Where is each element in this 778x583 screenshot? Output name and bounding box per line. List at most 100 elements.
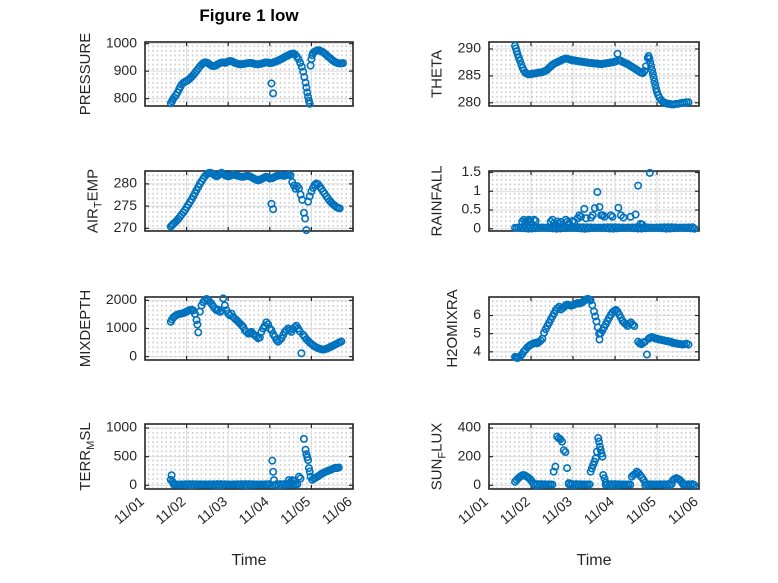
y-tick-label: 4 xyxy=(473,343,481,359)
data-point xyxy=(648,69,657,78)
y-tick-label: 280 xyxy=(114,175,138,191)
data-point xyxy=(594,434,603,443)
y-tick-label: 285 xyxy=(458,67,482,83)
x-tick-label: 11/04 xyxy=(235,493,271,527)
data-point xyxy=(590,307,599,316)
data-point xyxy=(595,442,604,451)
data-point xyxy=(598,211,607,220)
subplot-h2omixra: 4 5 6 H2OMIXRA xyxy=(444,289,700,368)
data-point xyxy=(619,213,628,222)
data-point xyxy=(634,181,643,190)
data-point xyxy=(294,55,303,64)
data-point xyxy=(590,204,599,213)
data-point xyxy=(304,92,313,101)
data-point xyxy=(582,214,591,223)
y-tick-label: 900 xyxy=(114,62,138,78)
data-point xyxy=(606,211,615,220)
y-tick-label: 1000 xyxy=(106,34,137,50)
subplot-sunflux: 0 200 400 SUNFLUX 11/01 11/02 11/03 11/04 11/05 1… xyxy=(429,419,701,527)
data-point xyxy=(595,202,604,211)
data-point xyxy=(591,312,600,321)
data-point xyxy=(335,204,344,213)
y-tick-label: 0 xyxy=(129,347,137,363)
data-point xyxy=(516,56,525,65)
x-axis-label-left: Time xyxy=(231,552,267,569)
data-point xyxy=(272,336,281,345)
data-point xyxy=(645,168,654,177)
data-point xyxy=(193,320,202,329)
data-point xyxy=(296,474,305,483)
axes-box xyxy=(488,296,700,361)
y-tick-label: 275 xyxy=(114,197,138,213)
y-tick-label: 2000 xyxy=(106,291,137,307)
data-point xyxy=(593,187,602,196)
y-tick-label: 0.5 xyxy=(462,201,482,217)
data-point xyxy=(645,54,654,63)
data-point xyxy=(192,316,201,325)
axes-box xyxy=(488,170,700,232)
subplot-terrmsl: 0 500 1000 TERRMSL 11/01 11/02 11/03 11/04 11/05… xyxy=(77,419,355,527)
data-point xyxy=(558,437,567,446)
data-point xyxy=(267,79,276,88)
data-point xyxy=(608,212,617,221)
y-tick-label: 270 xyxy=(114,219,138,235)
y-tick-label: 800 xyxy=(114,89,138,105)
data-point xyxy=(628,320,637,329)
data-point xyxy=(304,464,313,473)
x-tick-label: 11/05 xyxy=(623,493,659,527)
data-point xyxy=(310,180,319,189)
x-tick-label: 11/02 xyxy=(152,493,188,527)
sunflux-plot-svg: 0 200 400 SUNFLUX 11/01 11/02 11/03 11/04 11/05 1… xyxy=(429,419,701,527)
data-point xyxy=(306,61,315,70)
axes-box xyxy=(488,41,700,107)
axes-box xyxy=(144,170,354,232)
axes-box xyxy=(144,41,354,107)
data-point xyxy=(575,211,584,220)
data-point xyxy=(301,214,310,223)
subplot-rainfall: 0 0.5 1 1.5 RAINFALL xyxy=(429,163,700,236)
data-point xyxy=(650,77,659,86)
data-point xyxy=(684,340,693,349)
y-tick-label: 0 xyxy=(473,476,481,492)
data-point xyxy=(242,327,251,336)
rainfall-y-axis-label: RAINFALL xyxy=(429,166,446,237)
data-point xyxy=(667,480,676,489)
data-point xyxy=(305,192,314,201)
data-point xyxy=(305,467,314,476)
data-point xyxy=(536,336,545,345)
data-point xyxy=(614,203,623,212)
rainfall-plot-svg: 0 0.5 1 1.5 RAINFALL xyxy=(429,163,700,236)
x-axis-label-right: Time xyxy=(576,552,612,569)
subplot-mixdepth: 0 1000 2000 MIXDEPTH xyxy=(77,290,354,367)
theta-plot-svg: 280 285 290 THETA xyxy=(429,40,700,109)
data-point xyxy=(631,210,640,219)
x-tick-label: 11/01 xyxy=(111,493,147,527)
data-point xyxy=(586,296,595,305)
y-tick-label: 200 xyxy=(458,447,482,463)
y-tick-label: 1000 xyxy=(106,419,137,435)
data-point xyxy=(302,226,311,235)
data-point xyxy=(297,349,306,358)
y-tick-label: 1000 xyxy=(106,319,137,335)
data-point xyxy=(630,322,639,331)
y-tick-label: 1.5 xyxy=(462,163,482,179)
x-tick-label: 11/05 xyxy=(277,493,313,527)
data-point xyxy=(269,89,278,98)
data-point xyxy=(220,301,229,310)
data-point xyxy=(576,212,585,221)
data-point xyxy=(267,326,276,335)
data-point xyxy=(646,58,655,67)
x-tick-label: 11/04 xyxy=(581,493,617,527)
sunflux-y-axis-label: SUNFLUX xyxy=(429,423,449,491)
x-tick-label: 11/03 xyxy=(194,493,230,527)
y-tick-label: 500 xyxy=(114,447,138,463)
data-point xyxy=(580,204,589,213)
x-tick-label: 11/06 xyxy=(319,493,355,527)
data-point xyxy=(268,456,277,465)
data-point xyxy=(337,337,346,346)
data-point xyxy=(647,62,656,71)
h2omixra-y-axis-label: H2OMIXRA xyxy=(444,289,461,367)
y-tick-label: 5 xyxy=(473,324,481,340)
x-tick-label: 11/06 xyxy=(665,493,701,527)
data-point xyxy=(690,481,699,490)
